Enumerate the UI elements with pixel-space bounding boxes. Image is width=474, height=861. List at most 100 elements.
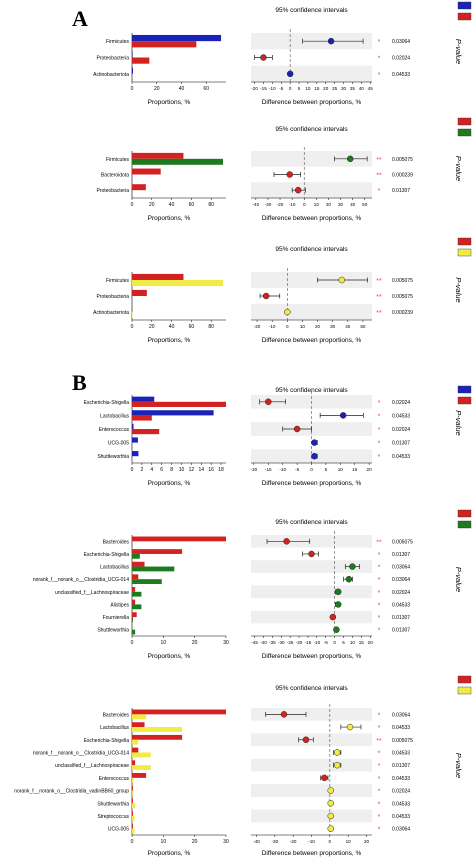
bar-ach: [132, 777, 134, 783]
diff-x-tick-label: -20: [254, 324, 261, 329]
significance-stars: *: [378, 628, 381, 635]
diff-x-label: Difference between proportions, %: [262, 337, 362, 344]
p-value-text: 0.02024: [392, 400, 410, 406]
bar-acl: [132, 579, 162, 584]
diff-x-tick-label: 0: [310, 467, 313, 472]
category-label: Escherichia-Shigella: [84, 738, 130, 744]
bar-st: [132, 760, 136, 766]
bar-ach: [132, 752, 151, 758]
diff-x-label: Difference between proportions, %: [262, 215, 362, 222]
diff-x-tick-label: 5: [325, 467, 328, 472]
bar-x-tick-label: 10: [161, 640, 167, 646]
bar-st: [132, 612, 137, 618]
ci-title: 95% confidence intervals: [275, 126, 348, 133]
category-label: Lactobacillus: [100, 725, 129, 731]
ci-row-stripe: [251, 304, 372, 320]
diff-x-tick-label: -20: [277, 202, 284, 207]
p-value-text: 0.04533: [392, 725, 410, 731]
category-label: Bacteroides: [103, 712, 130, 718]
significance-stars: *: [378, 39, 381, 46]
bar-st: [132, 785, 133, 791]
bar-x-tick-label: 20: [149, 202, 155, 208]
bar-st: [132, 152, 184, 159]
diff-x-tick-label: 15: [314, 86, 320, 91]
category-label: Firmicutes: [106, 39, 130, 45]
diff-x-tick-label: -10: [308, 839, 315, 844]
significance-stars: *: [378, 712, 381, 719]
p-value-text: 0.005075: [392, 294, 413, 300]
significance-stars: *: [378, 814, 381, 821]
diff-x-tick-label: 45: [368, 86, 374, 91]
significance-stars: *: [378, 565, 381, 572]
diff-x-tick-label: -20: [251, 86, 258, 91]
p-value-text: 0.005075: [392, 539, 413, 545]
significance-stars: **: [376, 294, 382, 301]
bar-con: [132, 34, 222, 42]
diff-point: [294, 186, 302, 194]
category-label: norank_f__norank_o__Clostridia_vadinBB60…: [14, 789, 129, 795]
bar-st: [132, 289, 147, 296]
p-value-text: 0.03064: [392, 712, 410, 718]
bar-st: [132, 57, 150, 64]
p-value-text: 0.02024: [392, 590, 410, 596]
bar-ach: [132, 803, 136, 809]
bar-x-tick-label: 18: [218, 467, 224, 473]
diff-x-label: Difference between proportions, %: [262, 99, 362, 106]
diff-point: [333, 761, 341, 769]
bar-x-tick-label: 20: [154, 86, 160, 92]
category-label: norank_f__norank_o__Clostridia_UCG-014: [33, 577, 129, 583]
bar-x-label: Proportions, %: [148, 653, 191, 660]
ci-row-stripe: [251, 758, 372, 772]
diff-point: [329, 613, 337, 621]
significance-stars: *: [378, 590, 381, 597]
bar-st: [132, 599, 136, 605]
category-label: norank_f__norank_o__Clostridia_UCG-014: [33, 750, 129, 756]
diff-x-tick-label: 10: [346, 839, 352, 844]
diff-point: [334, 588, 342, 596]
bar-x-tick-label: 0: [131, 467, 134, 473]
bar-st: [132, 811, 133, 816]
diff-point: [327, 812, 334, 820]
diff-x-tick-label: -25: [287, 640, 294, 645]
diff-x-tick-label: 0: [286, 324, 289, 329]
diff-point: [327, 800, 334, 807]
ci-row-stripe: [251, 585, 372, 599]
legend-swatch-st: [457, 509, 472, 518]
bar-x-tick-label: 0: [131, 202, 134, 208]
category-label: Streptococcus: [97, 814, 129, 820]
subchart-1: 95% confidence intervals Firmicutes Proteo…: [93, 1, 472, 106]
p-value-label: P-value: [454, 277, 463, 302]
diff-x-tick-label: 20: [367, 467, 373, 472]
category-label: Lactobacillus: [100, 413, 129, 419]
bar-x-tick-label: 0: [131, 839, 134, 845]
subchart-2: 95% confidence intervals Firmicutes Bacter…: [96, 117, 472, 222]
significance-stars: *: [378, 789, 381, 796]
category-label: Firmicutes: [106, 157, 130, 163]
bar-x-tick-label: 40: [169, 324, 175, 330]
diff-point: [327, 825, 334, 832]
bar-st: [132, 747, 139, 753]
bar-acl: [132, 604, 142, 610]
bar-ach: [132, 280, 224, 287]
p-value-text: 0.03064: [392, 39, 410, 45]
diff-point: [339, 412, 347, 419]
diff-x-tick-label: 30: [341, 86, 347, 91]
p-value-text: 0.01307: [392, 188, 410, 194]
category-label: Bacteroides: [103, 539, 130, 545]
bar-st: [132, 415, 152, 421]
p-value-text: 0.03064: [392, 577, 410, 583]
bar-st: [132, 798, 133, 804]
bar-acl: [132, 617, 133, 622]
category-label: Lactobacillus: [100, 565, 129, 571]
diff-point: [346, 723, 354, 731]
category-label: Actinobacteriota: [93, 310, 129, 316]
diff-x-tick-label: -10: [289, 202, 296, 207]
ci-title: 95% confidence intervals: [275, 7, 348, 14]
diff-x-tick-label: 10: [300, 324, 306, 329]
bar-acl: [132, 591, 142, 597]
category-label: unclassified_f__Lachnospiraceae: [55, 763, 129, 769]
ci-row-stripe: [251, 560, 372, 573]
diff-point: [311, 439, 318, 446]
bar-st: [132, 429, 160, 435]
diff-x-tick-label: -35: [269, 640, 276, 645]
